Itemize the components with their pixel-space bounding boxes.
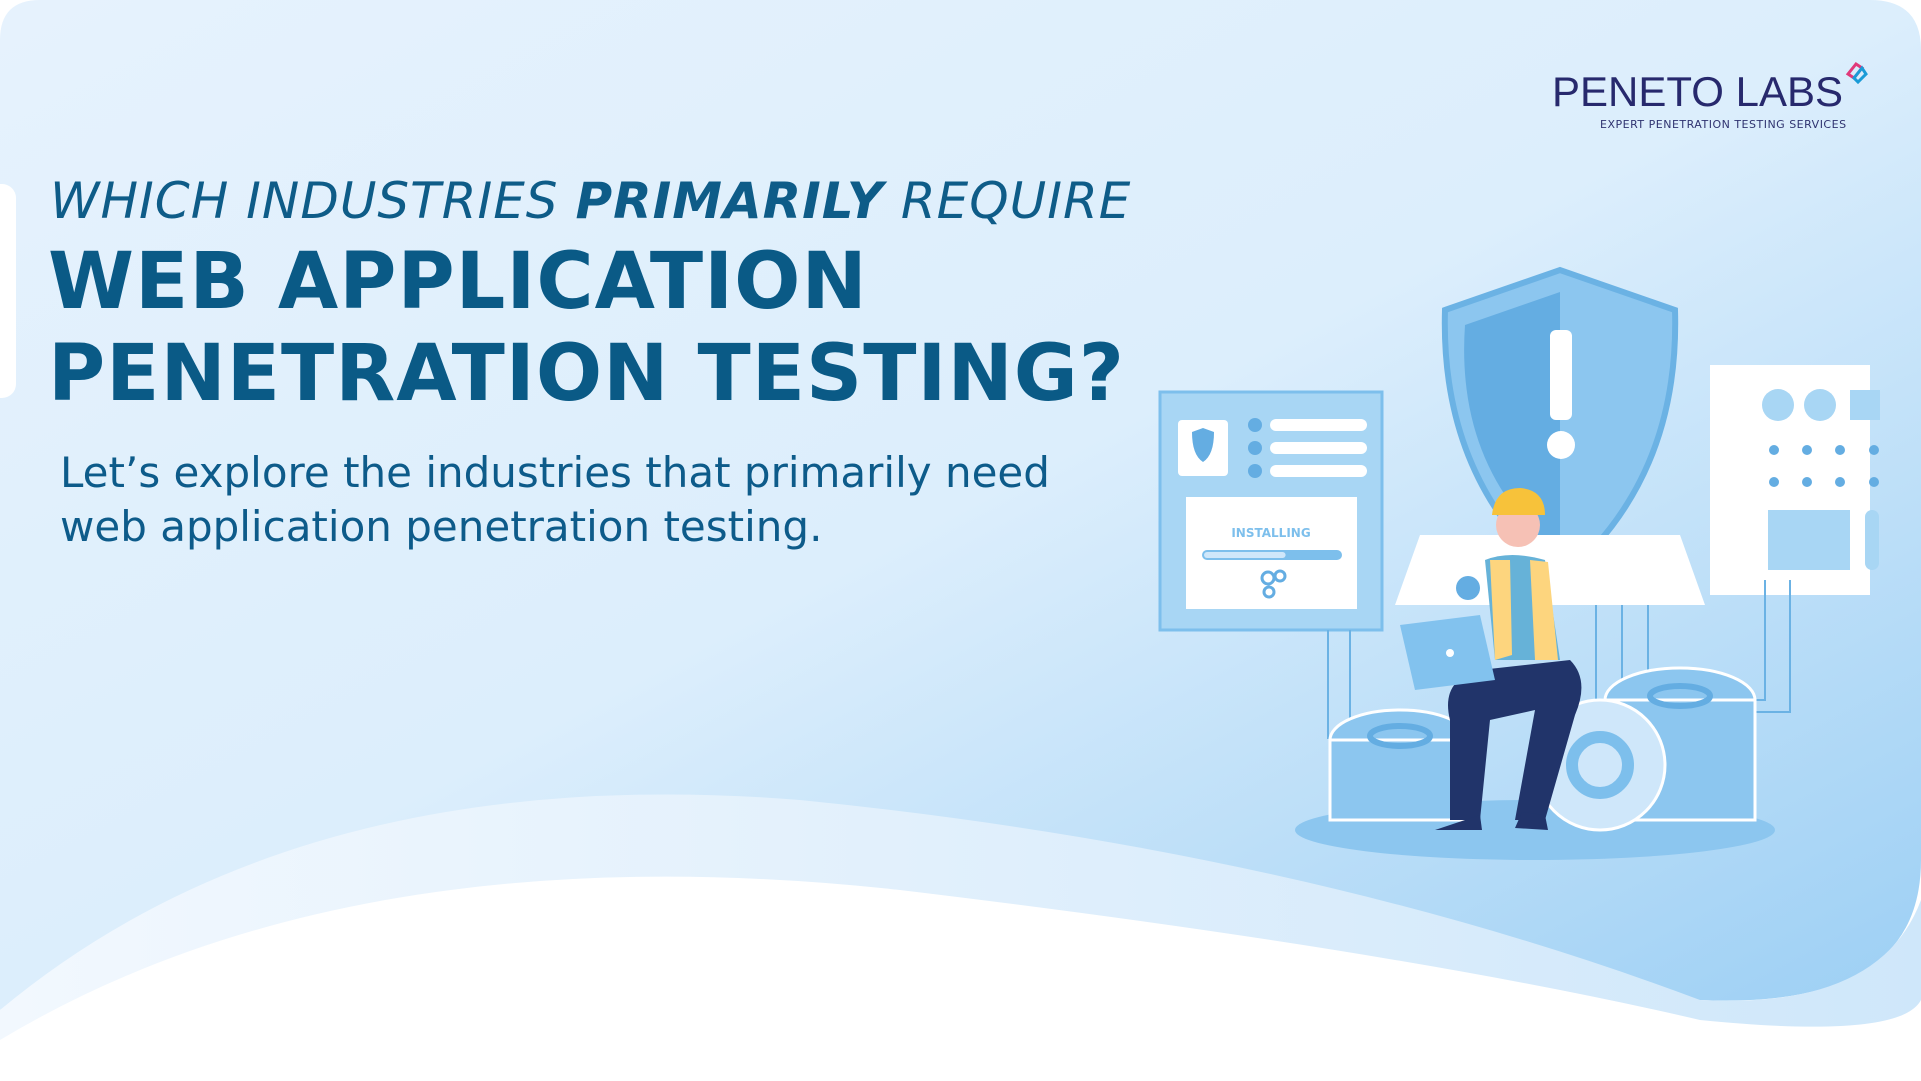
kicker-heading: WHICH INDUSTRIES PRIMARILY REQUIRE [50,172,1132,230]
control-panel [1710,365,1880,595]
installing-panel: INSTALLING [1158,390,1384,632]
logo: PENETO LABS EXPERT PENETRATION TESTING S… [1552,61,1868,131]
penetration-tester-illustration: INSTALLING [1158,266,1880,860]
logo-tagline: EXPERT PENETRATION TESTING SERVICES [1600,118,1847,131]
installing-label: INSTALLING [1231,526,1310,540]
person-icon [1400,488,1582,830]
title-line-1: WEB APPLICATION [48,237,868,327]
warning-shield-icon [1441,266,1679,584]
install-progress-bar [1204,552,1286,558]
page-title: WEB APPLICATION PENETRATION TESTING? [48,236,1125,420]
logo-name: PENETO LABS [1552,68,1844,115]
subtitle-line-1: Let’s explore the industries that primar… [60,448,1050,497]
subtitle: Let’s explore the industries that primar… [60,446,1050,554]
logo-mark-icon [1845,61,1868,85]
title-line-2: PENETRATION TESTING? [48,329,1125,419]
side-tab [0,184,16,398]
subtitle-line-2: web application penetration testing. [60,502,823,551]
